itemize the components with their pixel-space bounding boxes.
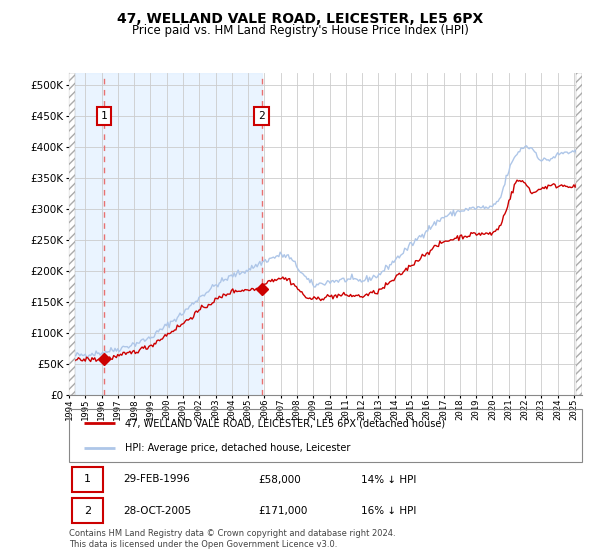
Text: 28-OCT-2005: 28-OCT-2005 — [123, 506, 191, 516]
Text: £58,000: £58,000 — [259, 474, 302, 484]
Text: 47, WELLAND VALE ROAD, LEICESTER, LE5 6PX (detached house): 47, WELLAND VALE ROAD, LEICESTER, LE5 6P… — [125, 418, 446, 428]
Text: 2: 2 — [258, 111, 265, 121]
Text: HPI: Average price, detached house, Leicester: HPI: Average price, detached house, Leic… — [125, 442, 351, 452]
Text: 1: 1 — [101, 111, 107, 121]
Text: Contains HM Land Registry data © Crown copyright and database right 2024.
This d: Contains HM Land Registry data © Crown c… — [69, 529, 395, 549]
Text: 2: 2 — [84, 506, 91, 516]
Text: £171,000: £171,000 — [259, 506, 308, 516]
Text: 1: 1 — [84, 474, 91, 484]
Bar — [69, 73, 262, 395]
Text: 29-FEB-1996: 29-FEB-1996 — [123, 474, 190, 484]
FancyBboxPatch shape — [71, 498, 103, 523]
Text: 16% ↓ HPI: 16% ↓ HPI — [361, 506, 417, 516]
Text: 14% ↓ HPI: 14% ↓ HPI — [361, 474, 417, 484]
Text: Price paid vs. HM Land Registry's House Price Index (HPI): Price paid vs. HM Land Registry's House … — [131, 24, 469, 36]
FancyBboxPatch shape — [71, 467, 103, 492]
Text: 47, WELLAND VALE ROAD, LEICESTER, LE5 6PX: 47, WELLAND VALE ROAD, LEICESTER, LE5 6P… — [117, 12, 483, 26]
